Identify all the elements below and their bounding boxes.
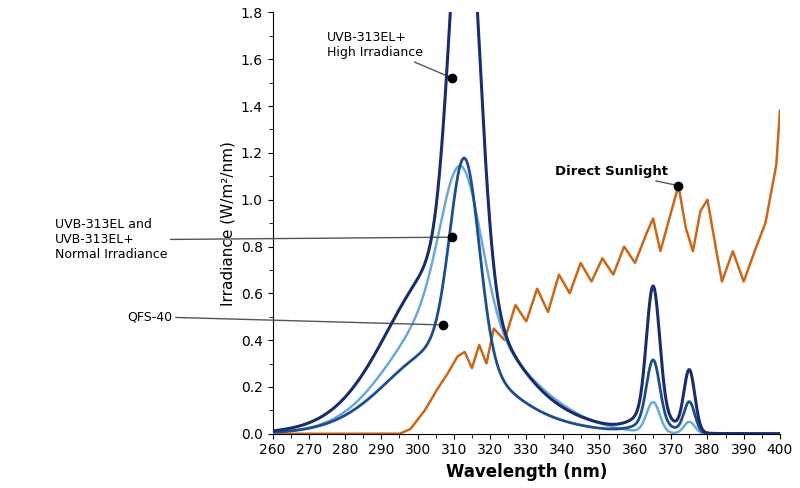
Text: UVB-313EL+
High Irradiance: UVB-313EL+ High Irradiance (327, 31, 448, 76)
Text: QFS-40: QFS-40 (128, 310, 438, 325)
Text: UVB-313EL and
UVB-313EL+
Normal Irradiance: UVB-313EL and UVB-313EL+ Normal Irradian… (55, 219, 448, 262)
Text: Direct Sunlight: Direct Sunlight (555, 165, 674, 185)
X-axis label: Wavelength (nm): Wavelength (nm) (446, 463, 607, 481)
Y-axis label: Irradiance (W/m²/nm): Irradiance (W/m²/nm) (220, 141, 235, 305)
